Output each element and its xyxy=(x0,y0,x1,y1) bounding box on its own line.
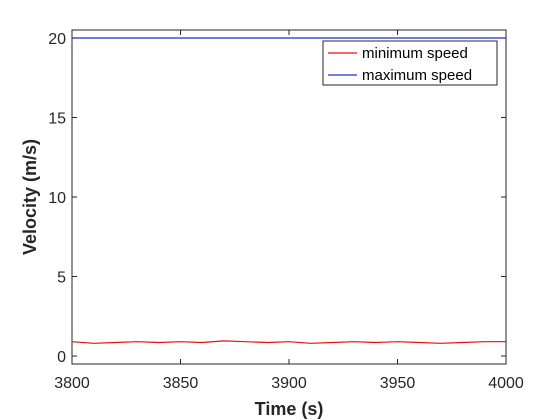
y-axis-ticks: 0 5 10 15 20 xyxy=(48,31,506,366)
plot-area xyxy=(71,29,507,365)
y-tick-label: 5 xyxy=(57,270,66,287)
legend-box xyxy=(322,40,498,86)
x-tick-label: 3950 xyxy=(380,375,416,392)
legend-label-maximum-speed: maximum speed xyxy=(362,67,472,84)
y-tick-label: 20 xyxy=(48,31,66,48)
x-axis-title: Time (s) xyxy=(255,399,324,419)
legend-label-minimum-speed: minimum speed xyxy=(362,45,468,62)
series-line-minimum-speed xyxy=(71,340,506,344)
y-axis-title: Velocity (m/s) xyxy=(20,139,40,255)
x-axis-ticks: 3800 3850 3900 3950 4000 xyxy=(54,30,524,392)
legend: minimum speed maximum speed xyxy=(322,40,498,86)
y-tick-label: 10 xyxy=(48,190,66,207)
x-tick-label: 3850 xyxy=(163,375,199,392)
y-tick-label: 15 xyxy=(48,110,66,127)
y-tick-label: 0 xyxy=(57,349,66,366)
series-lines xyxy=(71,37,506,344)
x-tick-label: 3800 xyxy=(54,375,90,392)
x-tick-label: 4000 xyxy=(488,375,524,392)
x-tick-label: 3900 xyxy=(271,375,307,392)
